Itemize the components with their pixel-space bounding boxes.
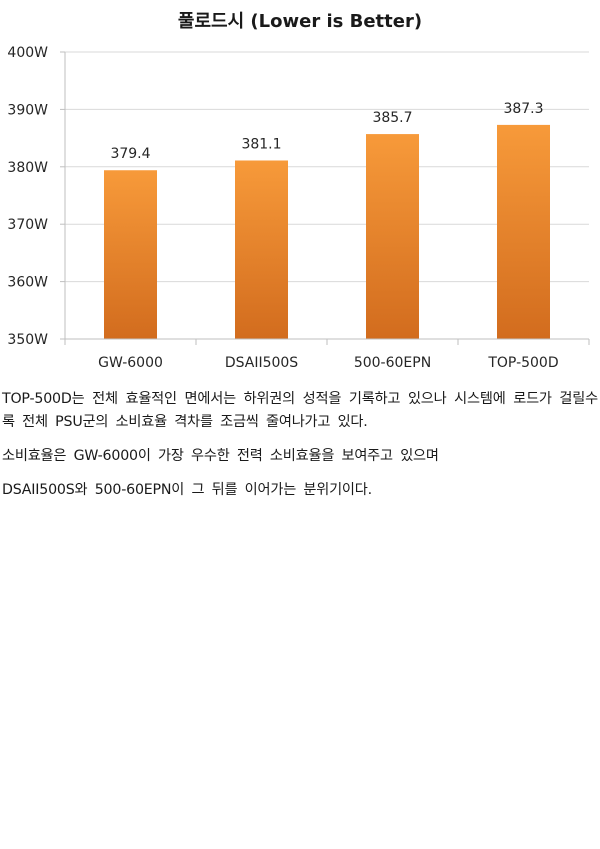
x-tick-label: TOP-500D xyxy=(487,355,558,371)
chart-canvas: 풀로드시 (Lower is Better) 350W360W370W380W3… xyxy=(7,11,590,371)
y-tick-label: 370W xyxy=(7,217,48,233)
x-tick-label: GW-6000 xyxy=(98,355,163,371)
bar-500-60epn xyxy=(366,134,419,339)
bar-top-500d xyxy=(497,124,550,339)
y-tick-label: 380W xyxy=(7,160,48,176)
article-paragraph-1: TOP-500D는 전체 효율적인 면에서는 하위권의 성적을 기록하고 있으나… xyxy=(2,391,598,430)
y-tick-label: 350W xyxy=(7,332,48,348)
labels: 350W 360W 370W 380W 390W 400W 379.4 GW-6000 381.… xyxy=(7,45,558,371)
x-tick-label: DSAII500S xyxy=(225,355,298,371)
article-paragraph-2: 소비효율은 GW-6000이 가장 우수한 전력 소비효율을 보여주고 있으며 xyxy=(2,448,439,464)
bar-chart: 풀로드시 (Lower is Better) 350W 360W 370W 380W 3… xyxy=(0,0,600,380)
article-text: TOP-500D는 전체 효율적인 면에서는 하위권의 성적을 기록하고 있으나… xyxy=(2,388,598,513)
chart-title: 풀로드시 (Lower is Better) xyxy=(178,11,422,32)
bar-gw-6000 xyxy=(104,170,157,339)
axes xyxy=(60,51,590,345)
data-label: 379.4 xyxy=(110,146,150,162)
data-label: 387.3 xyxy=(503,101,543,117)
data-label: 385.7 xyxy=(372,110,412,126)
x-tick-label: 500-60EPN xyxy=(354,355,431,371)
y-tick-label: 360W xyxy=(7,275,48,291)
data-label: 381.1 xyxy=(241,136,281,152)
bars xyxy=(104,124,550,339)
y-tick-label: 400W xyxy=(7,45,48,61)
article-paragraph-3: DSAII500S와 500-60EPN이 그 뒤를 이어가는 분위기이다. xyxy=(2,482,372,498)
bar-dsaii500s xyxy=(235,160,288,339)
y-tick-label: 390W xyxy=(7,102,48,118)
